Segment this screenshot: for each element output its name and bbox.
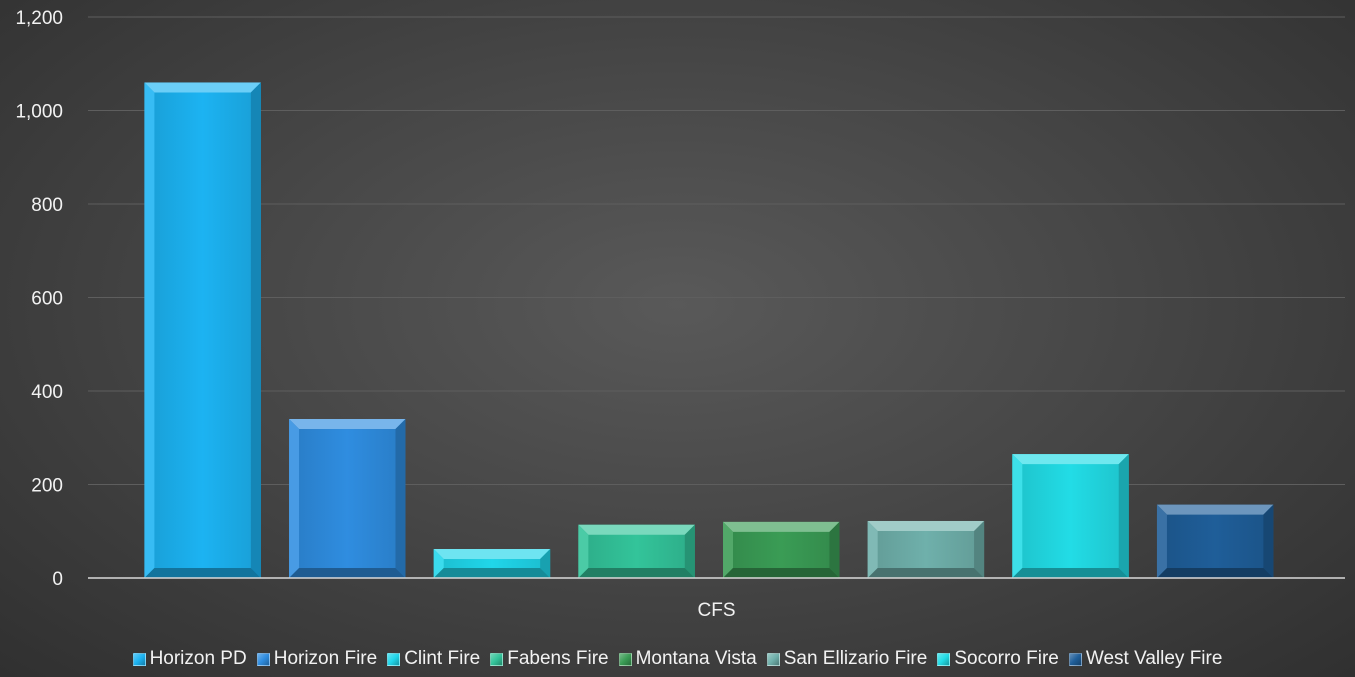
legend-swatch [490, 652, 504, 666]
legend-item: Horizon Fire [256, 648, 378, 670]
bar-west-valley-fire [1156, 504, 1274, 578]
y-tick-label: 800 [31, 195, 63, 216]
legend-item: Fabens Fire [490, 648, 609, 670]
bar-bevel-bottom [723, 568, 840, 578]
bar-bevel-top [433, 549, 551, 560]
bar-bevel-right [974, 520, 985, 578]
bar-bevel-top [723, 521, 840, 532]
bar-body [1012, 454, 1129, 578]
bars [144, 82, 1274, 578]
legend-label: San Ellizario Fire [783, 648, 928, 669]
legend-label: Horizon Fire [273, 648, 378, 669]
legend-label: Clint Fire [404, 648, 481, 669]
bar-bevel-bottom [867, 568, 985, 578]
bar-bevel-left [433, 549, 444, 578]
bar-fabens-fire [578, 524, 695, 578]
bar-bevel-bottom [1156, 568, 1274, 578]
legend-swatch [256, 652, 270, 666]
y-tick-label: 1,200 [15, 8, 63, 29]
bar-bevel-top [867, 520, 985, 531]
bar-bevel-right [395, 419, 406, 578]
bar-bevel-right [684, 524, 695, 578]
bar-bevel-top [578, 524, 695, 535]
legend-item: West Valley Fire [1068, 648, 1223, 670]
legend-swatch [937, 652, 951, 666]
y-tick-label: 400 [31, 382, 63, 403]
bar-bevel-left [723, 521, 734, 578]
bar-horizon-fire [289, 419, 406, 578]
legend: Horizon PD Horizon Fire Clint Fire Fabens F… [0, 648, 1355, 670]
bar-bevel-top [289, 419, 406, 430]
y-tick-label: 0 [52, 569, 63, 590]
legend-item: Montana Vista [618, 648, 757, 670]
legend-swatch [132, 652, 146, 666]
legend-label: Socorro Fire [954, 648, 1059, 669]
bar-clint-fire [433, 549, 551, 578]
bar-bevel-top [144, 82, 261, 93]
legend-swatch [766, 652, 780, 666]
bar-horizon-pd [144, 82, 261, 578]
gridlines [88, 16, 1345, 485]
legend-swatch [387, 652, 401, 666]
bar-bevel-left [1012, 454, 1023, 578]
bar-bevel-top [1156, 504, 1274, 515]
bar-bevel-right [1118, 454, 1129, 578]
legend-label: Montana Vista [635, 648, 757, 669]
y-tick-label: 1,000 [15, 102, 63, 123]
bar-bevel-right [540, 549, 551, 578]
bar-socorro-fire [1012, 454, 1129, 578]
bar-bevel-bottom [289, 568, 406, 578]
bar-bevel-left [578, 524, 589, 578]
legend-swatch [618, 652, 632, 666]
y-tick-label: 600 [31, 289, 63, 310]
bar-montana-vista [723, 521, 840, 578]
bar-bevel-left [1156, 504, 1167, 578]
legend-label: West Valley Fire [1085, 648, 1223, 669]
y-axis-ticks: 0 200 400 600 800 1,000 1,200 [15, 8, 63, 590]
bar-body [144, 82, 261, 578]
y-tick-label: 200 [31, 476, 63, 497]
bar-body [1156, 504, 1274, 578]
bar-body [289, 419, 406, 578]
legend-label: Fabens Fire [507, 648, 609, 669]
bar-bevel-bottom [1012, 568, 1129, 578]
bar-bevel-left [867, 520, 878, 578]
legend-item: Horizon PD [132, 648, 247, 670]
bar-bevel-right [1263, 504, 1274, 578]
bar-bevel-right [829, 521, 840, 578]
legend-item: Clint Fire [387, 648, 480, 670]
bar-chart: 0 200 400 600 800 1,000 1,200 CFS [15, 8, 1345, 621]
bar-bevel-left [289, 419, 300, 578]
bar-bevel-right [250, 82, 261, 578]
bar-bevel-top [1012, 454, 1129, 465]
legend-swatch [1068, 652, 1082, 666]
bar-bevel-left [144, 82, 155, 578]
legend-item: San Ellizario Fire [766, 648, 928, 670]
category-label: CFS [698, 600, 736, 621]
legend-label: Horizon PD [149, 648, 247, 669]
bar-san-ellizario-fire [867, 520, 985, 578]
bar-bevel-bottom [433, 568, 551, 578]
bar-bevel-bottom [144, 568, 261, 578]
legend-item: Socorro Fire [937, 648, 1059, 670]
bar-bevel-bottom [578, 568, 695, 578]
category-labels: CFS [698, 600, 736, 621]
